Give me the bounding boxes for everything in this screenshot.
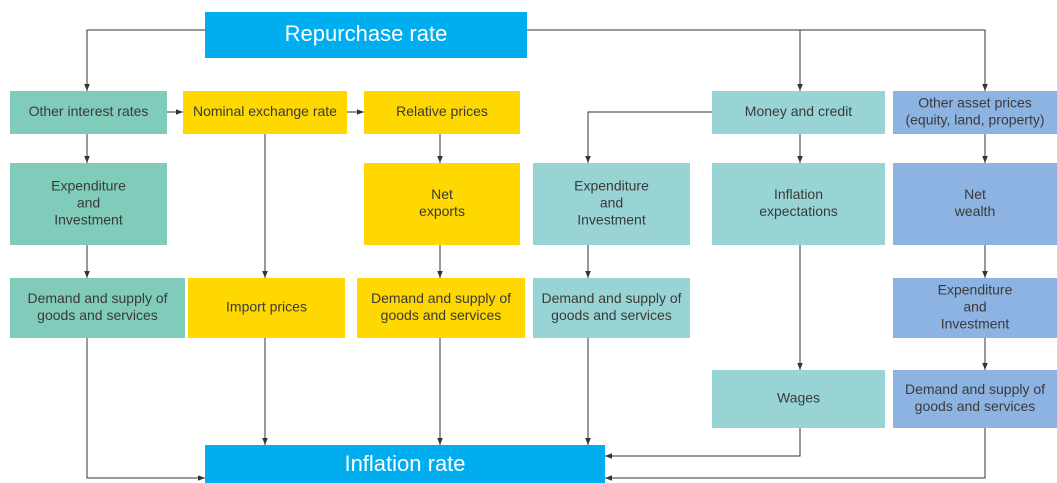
node-label: Expenditure xyxy=(938,282,1013,298)
node: Other asset prices(equity, land, propert… xyxy=(893,91,1057,134)
arrow xyxy=(605,428,801,459)
arrow xyxy=(84,29,205,91)
node-label: Investment xyxy=(577,212,646,228)
node-label: Wages xyxy=(777,390,820,406)
node-label: Inflation rate xyxy=(344,451,465,476)
node-label: and xyxy=(600,195,623,211)
node-label: Expenditure xyxy=(51,178,126,194)
node-label: Other asset prices xyxy=(918,95,1032,111)
node-label: Net xyxy=(964,186,986,202)
node: Wages xyxy=(712,370,885,428)
node: Inflation rate xyxy=(205,445,605,483)
node-label: Import prices xyxy=(226,299,307,315)
node: Money and credit xyxy=(712,91,885,134)
node-label: Repurchase rate xyxy=(285,21,448,46)
arrows xyxy=(84,29,988,481)
node-label: Relative prices xyxy=(396,103,488,119)
node-box xyxy=(364,163,520,245)
node-box xyxy=(893,278,1057,338)
node-label: goods and services xyxy=(37,307,158,323)
node-box xyxy=(10,91,167,134)
node-box xyxy=(893,370,1057,428)
node-box xyxy=(357,278,525,338)
node-label: Expenditure xyxy=(574,178,649,194)
node: Nominal exchange rate xyxy=(183,91,347,134)
node: Other interest rates xyxy=(10,91,167,134)
node-box xyxy=(10,163,167,245)
node-label: Demand and supply of xyxy=(541,290,681,306)
node-box xyxy=(533,278,690,338)
node-label: Demand and supply of xyxy=(27,290,167,306)
node-box xyxy=(712,370,885,428)
node-label: Nominal exchange rate xyxy=(193,103,337,119)
arrow xyxy=(585,111,712,163)
node-label: exports xyxy=(419,203,465,219)
node-box xyxy=(183,91,347,134)
node-box xyxy=(10,278,185,338)
node-box xyxy=(364,91,520,134)
node-box xyxy=(893,163,1057,245)
node-label: Money and credit xyxy=(745,103,853,119)
node-label: wealth xyxy=(954,203,995,219)
node-label: goods and services xyxy=(381,307,502,323)
node-label: Investment xyxy=(941,316,1010,332)
node-label: Demand and supply of xyxy=(905,381,1045,397)
node-box xyxy=(893,91,1057,134)
node-box xyxy=(712,91,885,134)
node-label: Investment xyxy=(54,212,123,228)
node-label: Net xyxy=(431,186,453,202)
arrow xyxy=(605,428,986,481)
arrow xyxy=(86,338,205,481)
node-box xyxy=(188,278,345,338)
node-label: Inflation xyxy=(774,186,823,202)
node-label: (equity, land, property) xyxy=(905,112,1044,128)
node: Relative prices xyxy=(364,91,520,134)
node-box xyxy=(533,163,690,245)
node-box xyxy=(205,12,527,58)
node-box xyxy=(712,163,885,245)
node-label: expectations xyxy=(759,203,838,219)
node-label: goods and services xyxy=(915,398,1036,414)
node: Import prices xyxy=(188,278,345,338)
node-label: goods and services xyxy=(551,307,672,323)
node: Repurchase rate xyxy=(205,12,527,58)
node-label: Other interest rates xyxy=(29,103,149,119)
node-box xyxy=(205,445,605,483)
node-label: Demand and supply of xyxy=(371,290,511,306)
node-label: and xyxy=(77,195,100,211)
node-label: and xyxy=(963,299,986,315)
arrow xyxy=(527,29,988,91)
